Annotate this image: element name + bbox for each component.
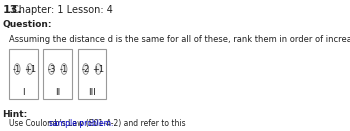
Text: I: I bbox=[22, 88, 25, 97]
FancyBboxPatch shape bbox=[78, 49, 106, 99]
Ellipse shape bbox=[96, 64, 101, 74]
Text: +1: +1 bbox=[92, 65, 104, 73]
Text: II: II bbox=[55, 88, 60, 97]
Text: III: III bbox=[88, 88, 96, 97]
Text: +1: +1 bbox=[24, 65, 36, 73]
Text: Use Coulomb’s Law (E01-4-2) and refer to this: Use Coulomb’s Law (E01-4-2) and refer to… bbox=[9, 119, 188, 128]
Ellipse shape bbox=[61, 64, 67, 74]
Text: Assuming the distance d is the same for all of these, rank them in order of incr: Assuming the distance d is the same for … bbox=[9, 35, 350, 44]
Ellipse shape bbox=[14, 64, 20, 74]
FancyBboxPatch shape bbox=[9, 49, 38, 99]
Text: Hint:: Hint: bbox=[2, 110, 28, 119]
Ellipse shape bbox=[83, 64, 89, 74]
Text: -2: -2 bbox=[82, 65, 90, 73]
Text: Question:: Question: bbox=[2, 20, 52, 29]
Ellipse shape bbox=[49, 64, 54, 74]
Ellipse shape bbox=[27, 64, 33, 74]
Text: -3: -3 bbox=[47, 65, 56, 73]
Text: sample problem.: sample problem. bbox=[49, 119, 114, 128]
Text: 13.: 13. bbox=[2, 5, 22, 15]
FancyBboxPatch shape bbox=[43, 49, 72, 99]
Text: Chapter: 1 Lesson: 4: Chapter: 1 Lesson: 4 bbox=[13, 5, 113, 15]
Text: -1: -1 bbox=[60, 65, 68, 73]
Text: -1: -1 bbox=[13, 65, 21, 73]
